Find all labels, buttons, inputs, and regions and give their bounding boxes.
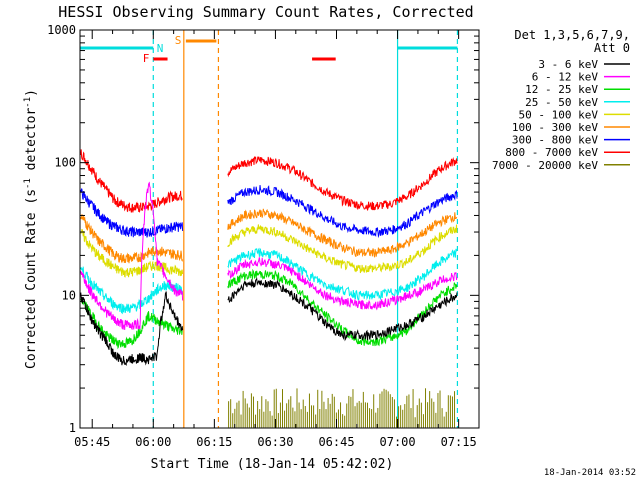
legend-label-4: 50 - 100 keV: [519, 108, 599, 121]
series-5-orbit1: [80, 214, 184, 264]
y-tick-label: 1000: [47, 23, 76, 37]
series-6-orbit1: [80, 188, 184, 238]
marker-S-label: S: [175, 34, 182, 47]
marker-F-label: F: [143, 52, 150, 65]
y-axis-label-sup2: -1: [23, 97, 33, 108]
x-tick-label: 05:45: [74, 435, 110, 449]
x-tick-label: 07:15: [441, 435, 477, 449]
series-7: [80, 149, 458, 214]
series-1-orbit1: [80, 181, 184, 331]
legend-label-1: 6 - 12 keV: [532, 71, 599, 84]
series-4: [80, 224, 458, 278]
legend-header-2: Att 0: [594, 41, 630, 55]
x-tick-label: 06:30: [257, 435, 293, 449]
marker-N-label: N: [157, 42, 164, 55]
y-axis-label-end: ): [24, 89, 39, 97]
series-1: [80, 181, 458, 331]
series-0: [80, 277, 458, 367]
y-axis-label-main: Corrected Count Rate (s: [24, 189, 39, 369]
legend-label-0: 3 - 6 keV: [538, 58, 598, 71]
x-tick-label: 07:00: [380, 435, 416, 449]
series-3-orbit1: [80, 266, 184, 315]
legend-label-7: 800 - 7000 keV: [505, 146, 598, 159]
legend-label-2: 12 - 25 keV: [525, 83, 598, 96]
legend-header-1: Det 1,3,5,6,7,9,: [514, 28, 630, 42]
x-tick-label: 06:45: [318, 435, 354, 449]
series-7-orbit2: [227, 156, 458, 211]
series-0-orbit1: [80, 291, 184, 367]
legend-label-5: 100 - 300 keV: [512, 121, 598, 134]
legend-label-8: 7000 - 20000 keV: [492, 159, 598, 172]
series-3-orbit2: [227, 247, 458, 301]
y-tick-label: 10: [62, 288, 76, 302]
x-axis-label: Start Time (18-Jan-14 05:42:02): [151, 457, 394, 472]
plot-frame: [79, 29, 480, 429]
series-8: [228, 388, 456, 428]
series-3: [80, 247, 458, 315]
series-6-orbit2: [227, 185, 458, 239]
x-tick-label: 06:15: [196, 435, 232, 449]
y-tick-label: 100: [54, 156, 76, 170]
series-1-orbit2: [227, 257, 458, 311]
chart-title: HESSI Observing Summary Count Rates, Cor…: [58, 3, 473, 21]
y-axis-label: Corrected Count Rate (s-1 detector-1): [23, 89, 39, 369]
series-2-orbit2: [227, 268, 458, 347]
y-tick-label: 1: [69, 421, 76, 435]
series-6: [80, 185, 458, 239]
series-4-orbit1: [80, 228, 184, 278]
series-7-orbit1: [80, 149, 183, 214]
y-axis-label-sup1: -1: [23, 178, 33, 189]
timestamp: 18-Jan-2014 03:52: [544, 468, 636, 478]
series-4-orbit2: [227, 224, 458, 274]
series-5: [80, 208, 458, 264]
y-axis-label-mid: detector: [24, 108, 39, 179]
series-0-orbit2: [227, 277, 458, 342]
x-tick-label: 06:00: [135, 435, 171, 449]
series-5-orbit2: [227, 208, 458, 258]
legend-label-6: 300 - 800 keV: [512, 134, 598, 147]
legend-label-3: 25 - 50 keV: [525, 96, 598, 109]
